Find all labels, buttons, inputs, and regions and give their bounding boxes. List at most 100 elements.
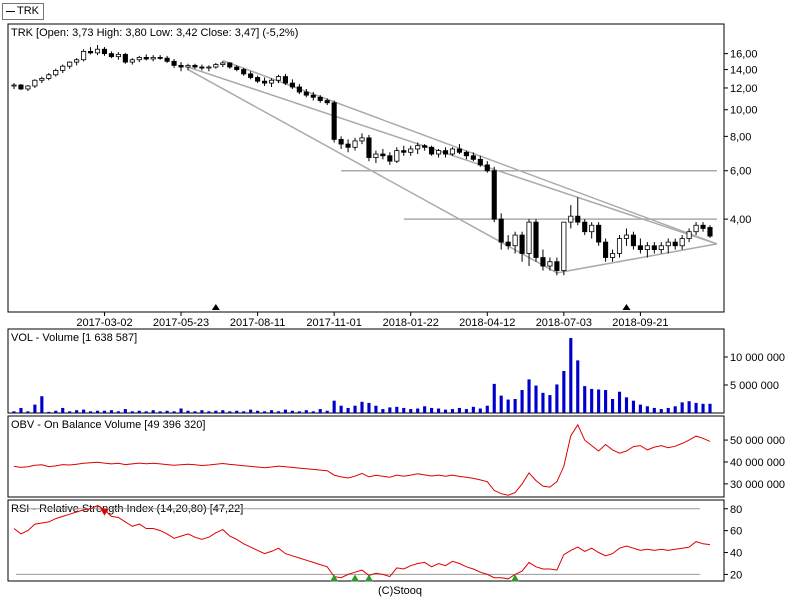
candle-body xyxy=(401,150,407,153)
price-y-tick-label: 12,00 xyxy=(730,83,758,95)
candle-body xyxy=(220,62,226,65)
candle-body xyxy=(262,80,268,84)
volume-bar xyxy=(123,409,127,413)
candle-body xyxy=(227,62,233,68)
candle-body xyxy=(366,137,372,158)
candle-body xyxy=(456,148,462,153)
rsi-y-tick-label: 40 xyxy=(730,548,742,560)
volume-bar xyxy=(666,407,670,413)
candle-body xyxy=(540,257,546,267)
rsi-y-tick-label: 80 xyxy=(730,504,742,516)
volume-bar xyxy=(673,406,677,413)
volume-bar xyxy=(478,408,482,413)
volume-bar xyxy=(610,399,615,413)
candle-body xyxy=(331,102,337,140)
candle-body xyxy=(282,76,288,84)
price-y-tick-label: 6,00 xyxy=(730,166,751,178)
volume-bar xyxy=(402,407,406,413)
price-up-marker xyxy=(622,304,631,310)
volume-bar xyxy=(527,379,531,413)
candle-body xyxy=(255,77,261,82)
candle-body xyxy=(630,234,636,247)
candle-body xyxy=(707,227,713,237)
volume-bar xyxy=(555,384,559,413)
volume-bar xyxy=(12,411,16,413)
volume-bar xyxy=(144,411,148,413)
volume-bar xyxy=(457,407,462,413)
volume-bar xyxy=(381,409,385,413)
volume-bar xyxy=(687,401,691,413)
rsi-y-tick-label: 60 xyxy=(730,526,742,538)
volume-bar xyxy=(645,406,649,413)
volume-bar xyxy=(430,407,434,413)
candle-body xyxy=(39,78,45,81)
volume-y-tick-label: 10 000 000 xyxy=(730,352,785,364)
volume-bar xyxy=(708,403,712,413)
volume-bar xyxy=(297,411,301,413)
volume-bar xyxy=(631,400,636,413)
candle-body xyxy=(623,234,630,239)
candle-body xyxy=(122,53,128,63)
candle-body xyxy=(547,261,553,267)
volume-bar xyxy=(416,408,420,413)
candle-body xyxy=(561,221,567,271)
volume-bar xyxy=(26,411,30,413)
trend-line xyxy=(187,68,558,274)
volume-bar xyxy=(325,410,329,413)
candle-body xyxy=(81,51,87,61)
candle-body xyxy=(436,150,442,155)
candle-body xyxy=(582,221,588,233)
volume-bar xyxy=(262,411,267,413)
candle-body xyxy=(206,66,212,69)
candle-body xyxy=(380,153,386,157)
rsi-line xyxy=(13,504,711,580)
candle-body xyxy=(554,261,560,271)
candle-body xyxy=(533,221,539,258)
volume-bar xyxy=(471,406,475,413)
volume-bar xyxy=(395,406,399,413)
volume-bar xyxy=(520,390,524,413)
volume-bar xyxy=(179,408,183,413)
volume-y-tick-label: 5 000 000 xyxy=(730,380,779,392)
candle-body xyxy=(408,148,414,153)
candle-body xyxy=(317,96,323,101)
volume-bar xyxy=(464,409,468,413)
candle-body xyxy=(442,150,449,155)
price-y-tick-label: 8,00 xyxy=(730,131,751,143)
candle-body xyxy=(415,145,421,150)
volume-bar xyxy=(374,405,378,413)
volume-bar xyxy=(88,411,93,413)
candle-body xyxy=(429,146,435,155)
volume-bar xyxy=(367,402,371,413)
candle-body xyxy=(164,57,170,62)
price-x-tick-label: 2018-01-22 xyxy=(383,317,439,329)
candle-body xyxy=(477,158,483,166)
volume-bar xyxy=(137,410,141,413)
candle-body xyxy=(589,224,595,233)
obv-y-tick-label: 40 000 000 xyxy=(730,457,785,469)
candle-body xyxy=(603,241,609,258)
rsi-buy-marker xyxy=(511,574,520,582)
candle-body xyxy=(248,73,254,78)
volume-bar xyxy=(283,409,288,413)
candle-body xyxy=(693,224,699,233)
price-x-tick-label: 2018-07-03 xyxy=(536,317,592,329)
candle-body xyxy=(484,164,490,172)
candle-body xyxy=(505,241,511,247)
candle-body xyxy=(610,253,616,258)
volume-bar xyxy=(492,383,496,413)
candle-body xyxy=(596,224,602,243)
volume-bar xyxy=(436,408,441,413)
volume-bar xyxy=(249,409,253,413)
volume-bar xyxy=(19,407,23,413)
candle-body xyxy=(658,245,664,250)
volume-bar xyxy=(590,388,594,413)
volume-bar xyxy=(443,409,448,413)
volume-bar xyxy=(68,411,72,413)
candle-body xyxy=(268,79,275,84)
candle-body xyxy=(289,82,295,88)
candle-body xyxy=(373,153,379,158)
obv-y-tick-label: 30 000 000 xyxy=(730,479,785,491)
candle-body xyxy=(157,57,163,59)
volume-bar xyxy=(548,395,552,413)
